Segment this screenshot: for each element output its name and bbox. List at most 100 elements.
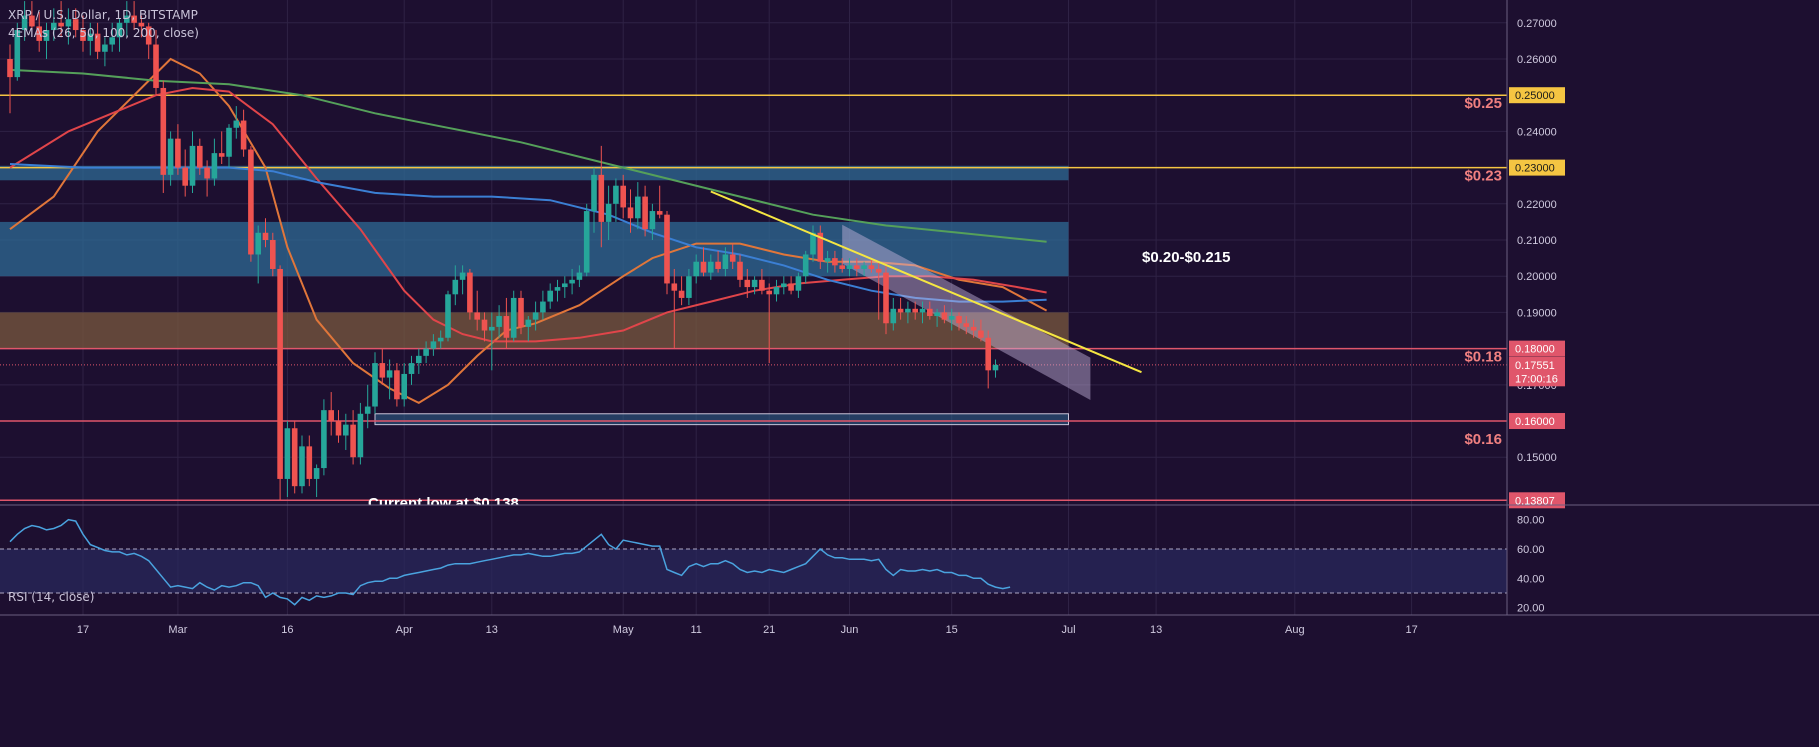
candle-body xyxy=(270,240,276,269)
candle-body xyxy=(934,312,940,317)
candle-body xyxy=(87,33,94,41)
candle-body xyxy=(416,355,422,364)
price-tick-label: 0.19000 xyxy=(1517,307,1557,319)
price-badge xyxy=(1509,340,1565,357)
price-label: $0.25 xyxy=(1464,95,1502,112)
candle-body xyxy=(255,232,261,255)
candle-body xyxy=(795,276,802,291)
candle-body xyxy=(970,326,977,331)
candle-body xyxy=(496,316,502,327)
candle-body xyxy=(817,232,824,262)
candle-body xyxy=(357,413,364,458)
candle-body xyxy=(153,44,159,88)
candle-body xyxy=(583,211,590,273)
candle-body xyxy=(547,290,553,302)
price-tick-label: 0.22000 xyxy=(1517,199,1557,211)
candle-body xyxy=(854,265,860,269)
candle-body xyxy=(313,468,320,479)
price-tick-label: 0.24000 xyxy=(1517,126,1557,138)
candle-body xyxy=(160,87,167,175)
candle-body xyxy=(321,410,327,469)
price-badge-label: 17:00:16 xyxy=(1515,373,1558,385)
candle-body xyxy=(773,287,780,295)
candle-body xyxy=(700,261,707,273)
candle-body xyxy=(627,207,634,219)
candle-body xyxy=(912,308,918,313)
candle-body xyxy=(372,363,378,407)
candle-body xyxy=(394,370,400,400)
time-tick-label: 16 xyxy=(281,624,293,636)
candle-body xyxy=(218,153,225,157)
candle-body xyxy=(211,153,218,179)
candle-body xyxy=(686,276,692,298)
candle-body xyxy=(591,174,597,212)
candle-body xyxy=(459,272,466,280)
candle-body xyxy=(978,330,984,338)
candle-body xyxy=(131,15,137,23)
candle-body xyxy=(299,446,305,487)
candle-body xyxy=(649,211,656,230)
time-tick-label: Jun xyxy=(841,624,859,636)
candle-body xyxy=(94,33,101,52)
candle-body xyxy=(277,268,283,479)
candle-body xyxy=(802,254,809,277)
rsi-line xyxy=(9,518,1011,606)
candle-body xyxy=(613,185,619,204)
descending-channel xyxy=(842,224,1091,401)
price-badge xyxy=(1509,413,1565,430)
candle-body xyxy=(883,272,889,324)
time-tick-label: May xyxy=(613,624,634,636)
candle-body xyxy=(788,283,794,291)
demand-box-zone xyxy=(374,413,1069,426)
candle-body xyxy=(861,265,867,269)
price-badge xyxy=(1509,492,1565,509)
time-tick-label: 13 xyxy=(1150,624,1162,636)
candle-body xyxy=(693,261,699,277)
candle-body xyxy=(941,312,948,320)
price-tick-label: 0.21000 xyxy=(1517,235,1557,247)
candle-body xyxy=(554,287,561,291)
candle-body xyxy=(620,185,626,208)
candle-body xyxy=(175,138,181,168)
candle-body xyxy=(751,279,758,288)
candle-body xyxy=(897,308,904,313)
candle-body xyxy=(503,316,510,338)
candle-body xyxy=(540,301,546,313)
time-tick-label: Apr xyxy=(396,624,413,636)
rsi-tick-label: 80.00 xyxy=(1517,515,1545,527)
candle-body xyxy=(744,279,751,288)
candle-body xyxy=(386,370,393,378)
candle-body xyxy=(284,428,291,479)
price-label: $0.20-$0.215 xyxy=(1142,249,1230,266)
candle-body xyxy=(51,22,57,31)
time-tick-label: 11 xyxy=(690,624,701,636)
candle-body xyxy=(437,337,444,342)
candle-body xyxy=(875,268,882,273)
chart-title: XRP / U.S. Dollar, 1D, BITSTAMP xyxy=(8,8,198,22)
price-badge-label: 0.16000 xyxy=(1515,416,1555,428)
candle-body xyxy=(226,127,232,157)
candle-body xyxy=(810,232,816,255)
time-tick-label: 15 xyxy=(946,624,958,636)
price-tick-label: 0.15000 xyxy=(1517,452,1557,464)
price-pane: Current low at $0.138$0.25$0.23$0.20-$0.… xyxy=(0,0,1507,512)
candle-body xyxy=(722,254,729,269)
price-label: $0.16 xyxy=(1464,431,1502,448)
time-tick-label: 17 xyxy=(1405,624,1417,636)
candle-body xyxy=(919,308,926,313)
price-badge-label: 0.17551 xyxy=(1515,360,1555,372)
price-badge xyxy=(1509,356,1565,373)
candle-body xyxy=(350,424,356,458)
candle-body xyxy=(7,59,13,78)
candle-body xyxy=(14,30,21,78)
candle-body xyxy=(102,44,108,52)
ema-200-line xyxy=(9,68,1047,243)
candle-body xyxy=(197,145,203,168)
price-label: $0.23 xyxy=(1464,168,1502,185)
candle-body xyxy=(905,308,911,313)
candle-body xyxy=(36,26,42,41)
price-tick-label: 0.20000 xyxy=(1517,271,1557,283)
candle-body xyxy=(525,319,532,327)
candle-body xyxy=(204,167,210,179)
candle-body xyxy=(72,19,79,31)
